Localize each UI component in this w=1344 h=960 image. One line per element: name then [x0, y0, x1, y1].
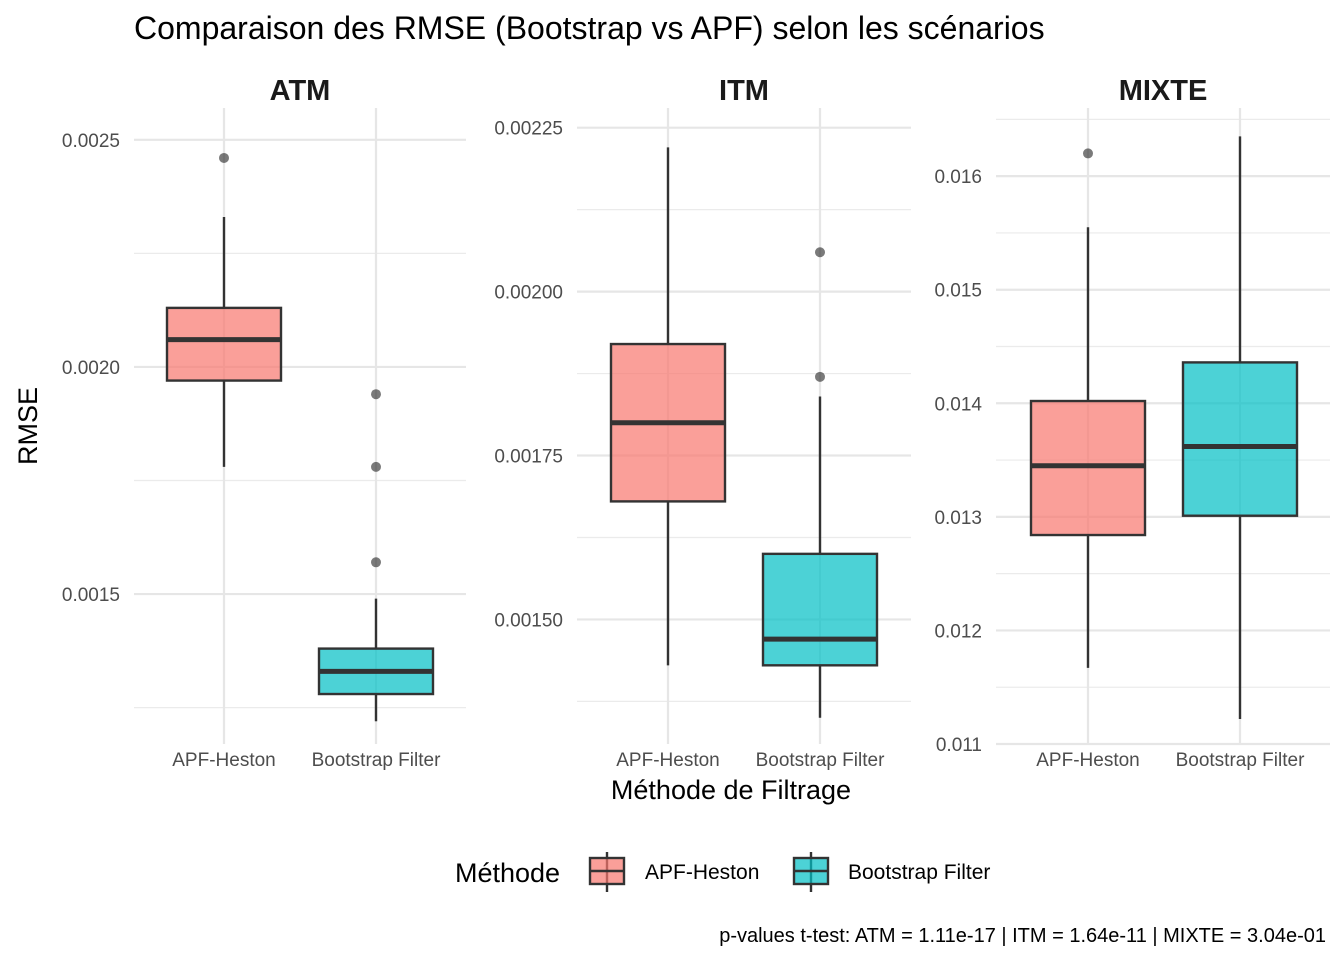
- legend-title: Méthode: [455, 858, 560, 888]
- iqr-box: [761, 552, 879, 667]
- legend-item: Bootstrap Filter: [792, 852, 990, 892]
- y-tick-label: 0.0025: [62, 131, 120, 152]
- y-axis-title: RMSE: [13, 387, 43, 465]
- facet-title: ATM: [270, 75, 331, 107]
- box-apf-heston: [609, 147, 727, 666]
- facet-title: MIXTE: [1119, 75, 1208, 107]
- legend: Méthode APF-Heston Bootstrap Filter: [455, 852, 990, 892]
- y-tick-label: 0.011: [936, 735, 982, 756]
- y-tick-label: 0.012: [934, 621, 982, 642]
- y-tick-label: 0.015: [934, 281, 982, 302]
- outlier-point: [371, 389, 381, 400]
- x-tick-label: Bootstrap Filter: [1176, 750, 1305, 771]
- x-tick-label: APF-Heston: [172, 750, 275, 771]
- y-tick-label: 0.00150: [494, 610, 563, 631]
- facet-title: ITM: [719, 75, 769, 107]
- panel-itm: 0.00150 0.00175 0.00200 0.00225 ITM APF-Hesto…: [494, 75, 911, 771]
- panel-atm: 0.0015 0.0020 0.0025 ATM APF-Heston Bootstrap…: [62, 75, 466, 771]
- outlier-point: [815, 371, 825, 382]
- chart-title: Comparaison des RMSE (Bootstrap vs APF) …: [134, 10, 1045, 46]
- y-tick-label: 0.00225: [494, 119, 563, 140]
- y-tick-label: 0.00175: [494, 447, 563, 468]
- y-tick-label: 0.013: [934, 508, 982, 529]
- outlier-point: [815, 247, 825, 258]
- box-apf-heston: [1029, 148, 1147, 668]
- y-tick-label: 0.016: [934, 167, 982, 188]
- y-tick-label: 0.00200: [494, 283, 563, 304]
- legend-item: APF-Heston: [588, 852, 759, 892]
- iqr-box: [165, 306, 283, 382]
- caption-pvalues: p-values t-test: ATM = 1.11e-17 | ITM = …: [719, 925, 1326, 947]
- box-bootstrap-filter: [1181, 136, 1299, 720]
- y-tick-label: 0.014: [934, 394, 982, 415]
- legend-label: APF-Heston: [645, 861, 759, 884]
- box-bootstrap-filter: [761, 247, 879, 718]
- outlier-point: [219, 152, 229, 163]
- panel-mixte: 0.011 0.012 0.013 0.014 0.015 0.016 MIXTE APF-H…: [934, 75, 1330, 771]
- outlier-point: [1083, 148, 1093, 159]
- x-tick-label: Bootstrap Filter: [312, 750, 441, 771]
- x-tick-label: Bootstrap Filter: [756, 750, 885, 771]
- outlier-point: [371, 461, 381, 472]
- outlier-point: [371, 557, 381, 568]
- box-bootstrap-filter: [317, 389, 435, 722]
- x-axis-title: Méthode de Filtrage: [611, 775, 851, 805]
- x-tick-label: APF-Heston: [616, 750, 719, 771]
- y-tick-label: 0.0020: [62, 358, 120, 379]
- x-tick-label: APF-Heston: [1036, 750, 1139, 771]
- iqr-box: [1181, 361, 1299, 517]
- box-apf-heston: [165, 152, 283, 467]
- y-tick-label: 0.0015: [62, 585, 120, 606]
- facet-panels: 0.0015 0.0020 0.0025 ATM APF-Heston Bootstrap…: [62, 75, 1330, 771]
- legend-label: Bootstrap Filter: [848, 861, 990, 884]
